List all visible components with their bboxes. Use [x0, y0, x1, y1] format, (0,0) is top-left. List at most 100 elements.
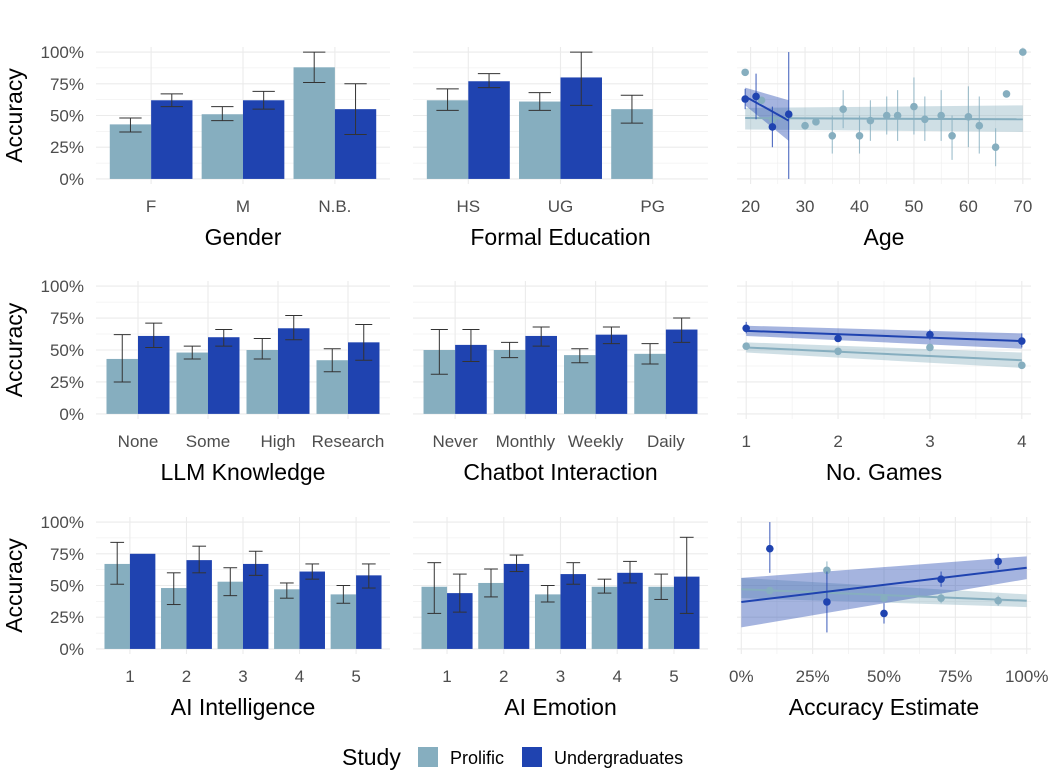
point-prolific	[801, 121, 809, 130]
x-tick-label: 70	[1013, 197, 1032, 216]
x-axis-label: Chatbot Interaction	[463, 459, 657, 485]
bar-undergrad	[208, 337, 240, 414]
point-undergrad	[752, 92, 760, 101]
x-tick-label: 5	[351, 667, 360, 686]
point-undergrad	[834, 334, 842, 343]
error-bar	[566, 562, 581, 585]
y-axis-label: Accuracy	[1, 302, 27, 397]
y-tick-label: 0%	[59, 170, 84, 189]
bar-undergrad	[560, 574, 587, 649]
y-tick-label: 25%	[50, 608, 84, 627]
x-axis-label: AI Intelligence	[171, 694, 315, 720]
bar-undergrad	[278, 328, 310, 414]
error-bar	[679, 536, 694, 614]
x-tick-label: Never	[432, 432, 478, 451]
point-undergrad	[742, 324, 750, 333]
x-axis-label: Accuracy Estimate	[789, 694, 979, 720]
error-bar	[285, 315, 303, 341]
x-tick-label: 4	[612, 667, 621, 686]
error-bar	[215, 329, 233, 347]
point-undergrad	[768, 123, 777, 131]
bar-prolific	[534, 594, 561, 649]
point-prolific	[991, 143, 1000, 152]
fit-line-undergrad	[744, 95, 790, 122]
x-tick-label: 2	[499, 667, 508, 686]
fit-line-undergrad	[741, 566, 1027, 603]
fit-line-undergrad	[746, 329, 1022, 343]
error-bar	[355, 323, 373, 361]
bar-undergrad	[186, 560, 212, 649]
point-prolific	[1019, 48, 1027, 56]
bar-undergrad	[525, 335, 557, 414]
legend-swatch-undergrad	[522, 747, 542, 767]
y-tick-label: 25%	[50, 373, 84, 392]
x-tick-label: 4	[1017, 432, 1026, 451]
error-bar	[436, 88, 459, 111]
point-prolific	[741, 68, 749, 77]
error-bar	[248, 550, 263, 576]
point-prolific	[893, 111, 902, 120]
point-undergrad	[926, 330, 934, 339]
x-tick-label: 2	[833, 432, 842, 451]
x-tick-label: 3	[925, 432, 934, 451]
x-tick-label: 2	[182, 667, 191, 686]
bar-prolific	[176, 352, 208, 414]
x-axis-label: LLM Knowledge	[161, 459, 326, 485]
point-prolific	[975, 121, 984, 130]
x-tick-label: 1	[125, 667, 134, 686]
x-tick-label: PG	[640, 197, 665, 216]
point-prolific	[812, 118, 820, 126]
x-tick-label: 1	[741, 432, 750, 451]
point-prolific	[828, 131, 837, 140]
x-tick-label: 0%	[729, 667, 754, 686]
error-bar	[570, 51, 593, 106]
point-prolific	[880, 594, 888, 602]
error-bar	[119, 117, 142, 133]
point-prolific	[937, 111, 945, 120]
error-bar	[279, 582, 294, 599]
x-axis-label: Gender	[205, 224, 282, 250]
confidence-band-prolific	[746, 342, 1022, 368]
point-prolific	[994, 596, 1002, 605]
bar-undergrad	[617, 572, 643, 649]
error-bar	[620, 94, 644, 124]
point-prolific	[910, 102, 918, 111]
fit-line-prolific	[746, 346, 1022, 362]
point-prolific	[823, 566, 831, 575]
error-bar	[532, 326, 550, 347]
x-tick-label: UG	[548, 197, 574, 216]
error-bar	[597, 578, 612, 594]
y-tick-label: 75%	[50, 309, 84, 328]
error-bar	[430, 329, 448, 375]
bar-undergrad	[243, 100, 285, 179]
fit-line-prolific	[745, 117, 1023, 121]
error-bar	[252, 90, 275, 110]
bar-undergrad	[243, 563, 269, 649]
error-bar	[673, 317, 691, 343]
point-prolific	[834, 347, 842, 356]
panel-gender: 0% 25% 50% 75% 100% Accuracy F M N.B. Gender	[1, 43, 390, 250]
bar-prolific	[201, 114, 243, 179]
point-prolific	[964, 112, 973, 121]
x-tick-label: High	[261, 432, 296, 451]
error-bar	[160, 93, 183, 108]
confidence-band-undergrad	[746, 325, 1022, 349]
panel-chatbot: Never Monthly Weekly Daily Chatbot Interacti…	[413, 281, 708, 485]
error-bar	[113, 334, 131, 383]
legend-label-undergrad: Undergraduates	[554, 748, 683, 768]
x-tick-label: Weekly	[568, 432, 624, 451]
y-tick-label: 100%	[41, 513, 84, 532]
error-bar	[641, 343, 659, 365]
x-tick-label: 40	[850, 197, 869, 216]
y-tick-label: 50%	[50, 341, 84, 360]
point-undergrad	[741, 95, 749, 103]
error-bar	[540, 585, 555, 603]
bar-prolific	[246, 350, 278, 414]
bar-prolific	[493, 350, 526, 414]
error-bar	[305, 563, 320, 580]
bar-prolific	[274, 589, 300, 649]
error-bar	[528, 92, 551, 111]
panel-games: 1 2 3 4 No. Games	[737, 281, 1031, 485]
confidence-band-undergrad	[741, 556, 1027, 628]
